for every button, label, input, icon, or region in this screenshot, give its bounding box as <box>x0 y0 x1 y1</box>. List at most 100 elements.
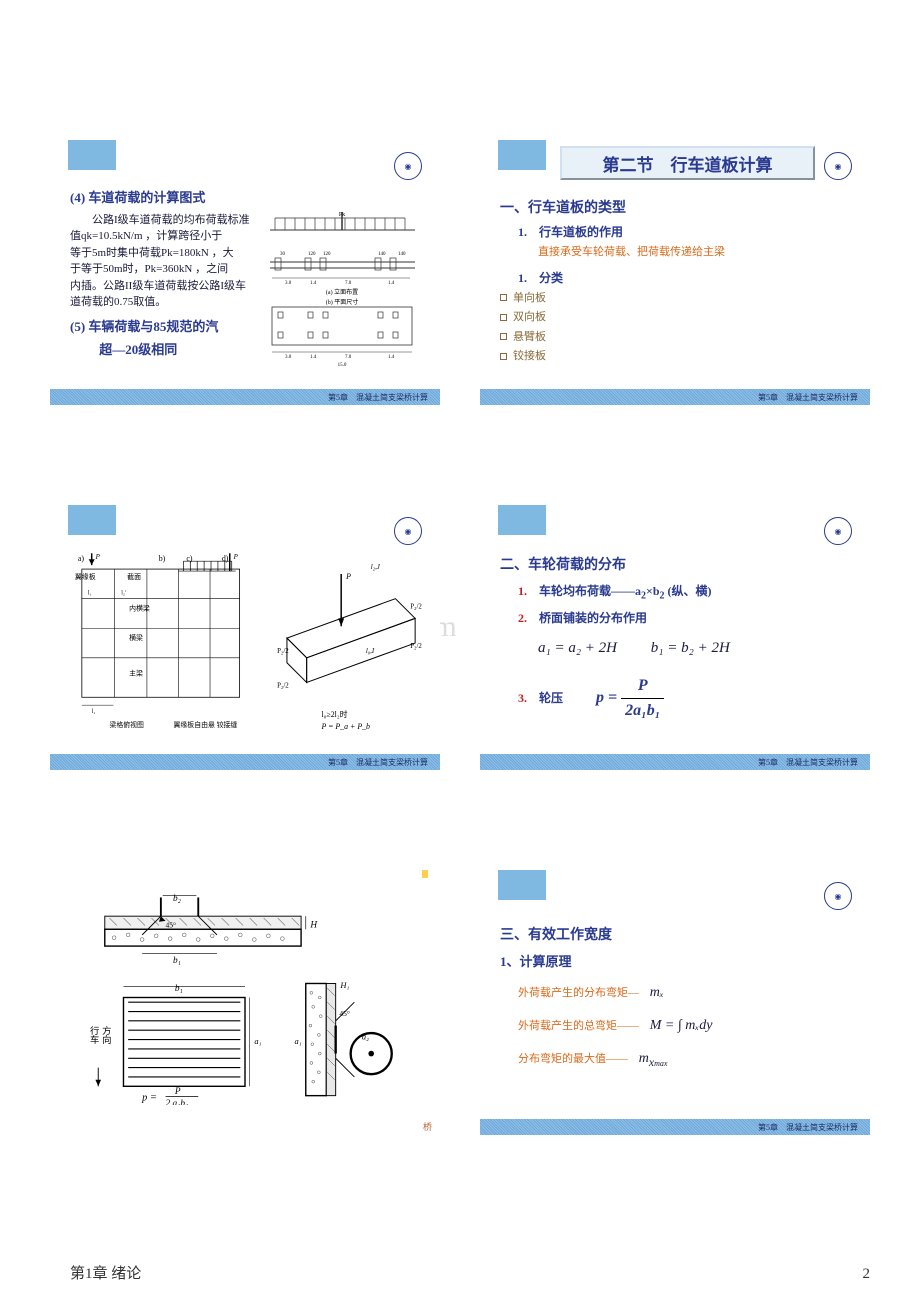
svg-text:H: H <box>309 920 318 930</box>
slide6-l2s: M = ∫ mₓdy <box>650 1018 713 1033</box>
svg-text:a₂: a₂ <box>362 1033 369 1042</box>
svg-text:3.0: 3.0 <box>285 281 292 286</box>
corner-marker <box>422 870 428 878</box>
svg-text:b): b) <box>159 554 166 563</box>
svg-text:15.0: 15.0 <box>338 363 347 367</box>
slide2-b2: 双向板 <box>513 311 546 323</box>
svg-text:方向: 方向 <box>100 1025 112 1044</box>
slide4-f1a: a₁ = a₂ + 2H <box>538 640 617 656</box>
slide6-l1: 外荷载产生的分布弯矩— <box>518 987 639 999</box>
slide6-h2: 1、计算原理 <box>500 952 855 972</box>
slide-5: b₂ 45° H b₁ <box>50 870 440 1135</box>
svg-text:主梁: 主梁 <box>129 669 143 678</box>
bullet-icon <box>500 353 507 360</box>
svg-text:P₂/2: P₂/2 <box>410 604 422 611</box>
svg-text:120: 120 <box>308 252 316 257</box>
corner-tab <box>68 140 116 170</box>
svg-text:P₂/2: P₂/2 <box>277 648 289 655</box>
svg-text:140: 140 <box>378 252 386 257</box>
svg-text:P: P <box>233 554 239 561</box>
slide2-h1: 一、行车道板的类型 <box>500 198 855 219</box>
svg-text:翼缘板: 翼缘板 <box>75 572 96 581</box>
svg-text:行车: 行车 <box>88 1025 100 1045</box>
slide4-h1: 二、车轮荷载的分布 <box>500 555 855 576</box>
slide-6: ◉ 三、有效工作宽度 1、计算原理 外荷载产生的分布弯矩— mₓ 外荷载产生的总… <box>480 870 870 1135</box>
svg-text:l₂': l₂' <box>121 591 126 597</box>
svg-text:截面: 截面 <box>127 572 141 581</box>
svg-text:P₂/2: P₂/2 <box>277 682 289 689</box>
slide4-i2: 桥面铺装的分布作用 <box>539 611 647 625</box>
svg-text:120: 120 <box>323 252 331 257</box>
bullet-icon <box>500 314 507 321</box>
svg-text:梁格俯视图: 梁格俯视图 <box>109 720 144 729</box>
slide4-f2den: 2a₁b₁ <box>621 699 664 723</box>
svg-text:b₁: b₁ <box>175 984 183 994</box>
slide6-l3s: mxmax <box>639 1051 668 1066</box>
svg-text:l₁: l₁ <box>92 709 96 715</box>
logo-icon: ◉ <box>824 517 852 545</box>
slide-2: ◉ 第二节 行车道板计算 一、行车道板的类型 1. 行车道板的作用 直接承受车轮… <box>480 140 870 405</box>
svg-text:P: P <box>345 572 351 581</box>
slide2-b3: 悬臂板 <box>513 331 546 343</box>
svg-text:(b) 平面尺寸: (b) 平面尺寸 <box>326 298 359 306</box>
slide4-f2lhs: p = <box>596 689 617 706</box>
slide4-i1: 车轮均布荷载——a2×b2 (纵、横) <box>539 584 712 598</box>
slide1-h1: (4) 车道荷载的计算图式 <box>70 188 425 208</box>
svg-text:l₁: l₁ <box>88 591 92 597</box>
svg-text:(a) 立面布置: (a) 立面布置 <box>326 288 358 296</box>
svg-text:a₁: a₁ <box>295 1037 302 1046</box>
corner-tab <box>498 870 546 900</box>
svg-text:2 a₁b₁: 2 a₁b₁ <box>166 1099 189 1105</box>
wheel-load-diagram: b₂ 45° H b₁ <box>50 890 440 1105</box>
svg-text:P: P <box>95 554 101 561</box>
slide2-i1: 1. 行车道板的作用 <box>518 223 855 241</box>
bullet-icon <box>500 294 507 301</box>
svg-text:l₂,J: l₂,J <box>371 564 381 571</box>
slide4-f2num: P <box>621 674 664 699</box>
svg-text:P₂/2: P₂/2 <box>410 643 422 650</box>
svg-text:d): d) <box>222 554 229 563</box>
svg-text:1.4: 1.4 <box>388 281 395 286</box>
svg-text:30: 30 <box>280 252 286 257</box>
page-number: 2 <box>863 1266 871 1283</box>
svg-text:l₀≥2l₂时: l₀≥2l₂时 <box>321 709 347 719</box>
svg-text:翼缘板自由悬 铰接缝: 翼缘板自由悬 铰接缝 <box>174 720 238 729</box>
slide-3: ◉ a) P b) 翼缘板 截面 l₁l₂' 内横梁 <box>50 505 440 770</box>
slide-1: ◉ (4) 车道荷载的计算图式 Pk <box>50 140 440 405</box>
slide6-l2: 外荷载产生的总弯矩—— <box>518 1020 639 1032</box>
slide2-b1: 单向板 <box>513 292 546 304</box>
slide6-l1s: mₓ <box>650 985 664 1000</box>
slide4-f1b: b₁ = b₂ + 2H <box>651 640 730 656</box>
svg-text:P: P <box>174 1087 181 1097</box>
svg-text:c): c) <box>186 554 192 563</box>
slide6-l3: 分布弯矩的最大值—— <box>518 1053 628 1065</box>
logo-icon: ◉ <box>394 517 422 545</box>
svg-text:1.4: 1.4 <box>388 355 395 360</box>
slide2-title: 第二节 行车道板计算 <box>560 146 815 180</box>
slide6-h1: 三、有效工作宽度 <box>500 925 855 946</box>
slide-footer: 第5章 混凝土简支梁桥计算 <box>50 389 440 405</box>
svg-text:b₁: b₁ <box>173 956 181 966</box>
svg-text:1.4: 1.4 <box>310 355 317 360</box>
slide-4: ◉ 二、车轮荷载的分布 1. 车轮均布荷载——a2×b2 (纵、横) 2. 桥面… <box>480 505 870 770</box>
svg-text:1.4: 1.4 <box>310 281 317 286</box>
svg-text:H₁: H₁ <box>339 981 349 990</box>
svg-text:140: 140 <box>398 252 406 257</box>
slide2-i2: 1. 分类 <box>518 269 855 287</box>
svg-text:P = P_a + P_b: P = P_a + P_b <box>320 722 370 731</box>
load-diagram: Pk 30120120 140140 3.01.47.01.4 <box>260 212 425 367</box>
svg-text:p =: p = <box>141 1092 157 1103</box>
svg-text:7.0: 7.0 <box>345 281 352 286</box>
logo-icon: ◉ <box>394 152 422 180</box>
logo-icon: ◉ <box>824 882 852 910</box>
slide-footer: 第5章 混凝土简支梁桥计算 <box>480 754 870 770</box>
slide4-i3: 轮压 <box>539 691 563 705</box>
corner-tab <box>498 140 546 170</box>
logo-icon: ◉ <box>824 152 852 180</box>
svg-text:7.0: 7.0 <box>345 355 352 360</box>
slide-footer: 第5章 混凝土简支梁桥计算 <box>480 1119 870 1135</box>
slide2-b4: 铰接板 <box>513 350 546 362</box>
svg-text:内横梁: 内横梁 <box>129 603 150 612</box>
structural-diagrams: a) P b) 翼缘板 截面 l₁l₂' 内横梁 横梁 主梁 <box>70 545 425 746</box>
slide-footer: 第5章 混凝土简支梁桥计算 <box>480 389 870 405</box>
